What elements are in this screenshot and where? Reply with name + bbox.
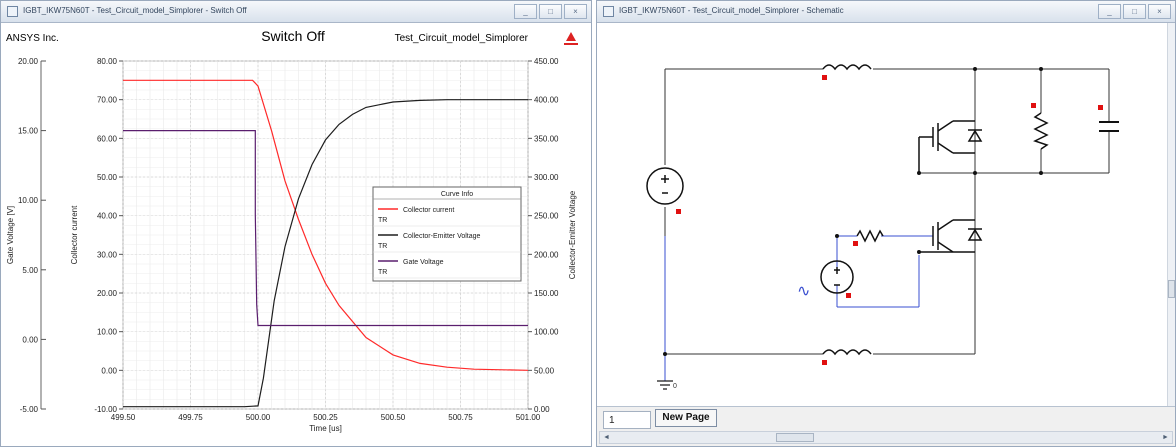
plot-window: IGBT_IKW75N60T - Test_Circuit_model_Simp… xyxy=(0,0,592,447)
voltage-tick-label: 350.00 xyxy=(534,134,559,143)
inductor-top-icon[interactable] xyxy=(822,64,872,71)
capacitor-icon[interactable] xyxy=(1099,121,1119,132)
gate-tick-label: 20.00 xyxy=(18,57,39,66)
plot-window-title: IGBT_IKW75N60T - Test_Circuit_model_Simp… xyxy=(23,6,247,15)
gate-pulse-source-icon[interactable] xyxy=(820,260,854,294)
igbt-upper-icon[interactable] xyxy=(918,120,975,173)
legend-title: Curve Info xyxy=(441,191,473,198)
dc-voltage-source-icon[interactable] xyxy=(646,167,684,205)
ground-icon[interactable] xyxy=(657,380,673,390)
voltage-tick-label: 450.00 xyxy=(534,57,559,66)
minimize-button[interactable]: _ xyxy=(1098,4,1121,19)
gate-tick-label: 15.00 xyxy=(18,127,39,136)
page-bar: 1 New Page ◄ ► xyxy=(597,406,1175,446)
horizontal-scrollbar[interactable]: ◄ ► xyxy=(599,431,1173,444)
legend-entry-1: Collector-Emitter Voltage xyxy=(403,233,481,240)
voltage-tick-label: 300.00 xyxy=(534,173,559,182)
ground-label: 0 xyxy=(673,383,677,390)
component-markers xyxy=(676,75,1103,365)
legend-entry-sub-0: TR xyxy=(378,217,387,224)
gate-tick-label: 0.00 xyxy=(22,335,38,344)
load-resistor-icon[interactable] xyxy=(1033,112,1049,150)
voltage-tick-label: 50.00 xyxy=(534,366,555,375)
current-tick-label: 70.00 xyxy=(97,96,118,105)
legend-entry-2: Gate Voltage xyxy=(403,259,444,266)
sine-wave-icon: ∿ xyxy=(797,281,810,300)
voltage-tick-label: 250.00 xyxy=(534,212,559,221)
maximize-button[interactable]: □ xyxy=(1123,4,1146,19)
minimize-button[interactable]: _ xyxy=(514,4,537,19)
gate-tick-label: -5.00 xyxy=(20,405,39,414)
legend-box xyxy=(372,186,522,282)
ansoft-logo-icon xyxy=(564,32,578,45)
voltage-tick-label: 200.00 xyxy=(534,250,559,259)
legend-entry-sub-2: TR xyxy=(378,269,387,276)
new-page-tab[interactable]: New Page xyxy=(655,409,717,427)
app-icon xyxy=(603,6,614,17)
chart-title: Switch Off xyxy=(261,28,325,44)
header-left-text: ANSYS Inc. xyxy=(6,33,59,44)
close-button[interactable]: × xyxy=(564,4,587,19)
scroll-left-arrow-icon[interactable]: ◄ xyxy=(603,434,610,441)
schematic-window-titlebar[interactable]: IGBT_IKW75N60T - Test_Circuit_model_Simp… xyxy=(597,1,1175,23)
schematic-canvas[interactable]: ∿ xyxy=(597,23,1167,408)
legend-entry-0: Collector current xyxy=(403,207,454,214)
current-tick-label: 0.00 xyxy=(101,366,117,375)
voltage-tick-label: 150.00 xyxy=(534,289,559,298)
current-tick-label: 50.00 xyxy=(97,173,118,182)
horizontal-scroll-thumb[interactable] xyxy=(776,433,814,442)
series-line-2 xyxy=(123,129,528,327)
current-tick-label: 20.00 xyxy=(97,289,118,298)
igbt-lower-icon[interactable] xyxy=(919,219,975,253)
x-tick-label: 500.00 xyxy=(246,413,271,422)
schematic-window: IGBT_IKW75N60T - Test_Circuit_model_Simp… xyxy=(596,0,1176,447)
header-right-text: Test_Circuit_model_Simplorer xyxy=(395,33,529,44)
x-axis-label: Time [us] xyxy=(309,424,342,433)
legend-entry-sub-1: TR xyxy=(378,243,387,250)
voltage-tick-label: 400.00 xyxy=(534,96,559,105)
page-number-field[interactable]: 1 xyxy=(603,411,651,429)
diode-lower-icon[interactable] xyxy=(967,228,983,241)
current-tick-label: 10.00 xyxy=(97,328,118,337)
current-tick-label: -10.00 xyxy=(94,405,117,414)
x-tick-label: 499.75 xyxy=(178,413,203,422)
series-line-0 xyxy=(123,79,529,371)
x-tick-label: 500.50 xyxy=(381,413,406,422)
inductor-bottom-icon[interactable] xyxy=(822,349,872,356)
close-button[interactable]: × xyxy=(1148,4,1171,19)
voltage-tick-label: 100.00 xyxy=(534,328,559,337)
current-tick-label: 80.00 xyxy=(97,57,118,66)
gate-axis-label: Gate Voltage [V] xyxy=(6,206,15,264)
gate-tick-label: 5.00 xyxy=(22,266,38,275)
voltage-tick-label: 0.00 xyxy=(534,405,550,414)
x-tick-label: 500.25 xyxy=(313,413,338,422)
schematic-window-title: IGBT_IKW75N60T - Test_Circuit_model_Simp… xyxy=(619,6,844,15)
series-line-1 xyxy=(123,99,528,408)
app-icon xyxy=(7,6,18,17)
x-tick-label: 501.00 xyxy=(516,413,541,422)
switch-off-plot[interactable]: ANSYS Inc. Switch Off Test_Circuit_model… xyxy=(1,23,591,446)
x-tick-label: 499.50 xyxy=(111,413,136,422)
gate-resistor-icon[interactable] xyxy=(856,229,884,243)
voltage-axis-label: Collector-Emitter Voltage xyxy=(568,190,577,279)
maximize-button[interactable]: □ xyxy=(539,4,562,19)
current-tick-label: 60.00 xyxy=(97,134,118,143)
current-axis-label: Collector current xyxy=(70,205,79,264)
x-tick-label: 500.75 xyxy=(448,413,473,422)
scroll-right-arrow-icon[interactable]: ► xyxy=(1162,434,1169,441)
current-tick-label: 30.00 xyxy=(97,250,118,259)
vertical-scroll-thumb[interactable] xyxy=(1168,280,1175,298)
diode-upper-icon[interactable] xyxy=(967,129,983,142)
vertical-scrollbar[interactable] xyxy=(1167,23,1175,406)
junction-dots xyxy=(663,67,1043,356)
current-tick-label: 40.00 xyxy=(97,212,118,221)
plot-window-titlebar[interactable]: IGBT_IKW75N60T - Test_Circuit_model_Simp… xyxy=(1,1,591,23)
gate-tick-label: 10.00 xyxy=(18,196,39,205)
